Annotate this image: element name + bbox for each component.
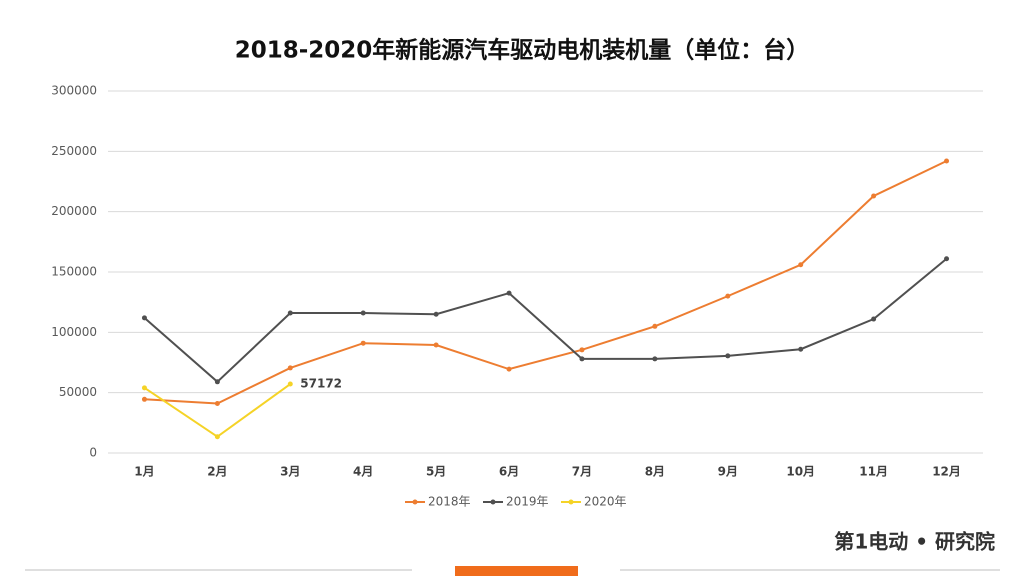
point [579,356,585,362]
point [141,385,147,391]
footer-bar [455,566,578,576]
point [287,310,293,316]
legend-marker [490,499,496,505]
point [287,365,293,371]
x-tick-label: 4月 [353,465,373,479]
x-tick-label: 8月 [645,465,665,479]
x-tick-label: 2月 [207,465,227,479]
point [214,401,220,407]
y-tick-label: 100000 [51,325,97,339]
line [143,383,291,438]
point [871,316,877,322]
y-tick-label: 300000 [51,84,97,98]
x-tick-label: 7月 [572,465,592,479]
point [725,293,731,299]
value-label: 57172 [300,377,342,391]
point [579,347,585,353]
x-tick-label: 5月 [426,465,446,479]
y-tick-label: 50000 [59,385,97,399]
point [360,340,366,346]
point [141,396,147,402]
point [652,356,658,362]
y-tick-label: 250000 [51,144,97,158]
point [360,310,366,316]
legend-marker [412,499,418,505]
point [944,158,950,164]
x-tick-label: 12月 [932,465,961,479]
point [798,346,804,352]
x-tick-label: 6月 [499,465,519,479]
line [143,257,948,384]
point [506,290,512,296]
point [798,262,804,268]
legend-label: 2019年 [506,495,549,509]
point [287,381,293,387]
point [725,353,731,359]
x-tick-label: 11月 [859,465,888,479]
x-tick-label: 1月 [134,465,154,479]
y-tick-label: 200000 [51,204,97,218]
line [144,160,947,405]
point [214,379,220,385]
legend-label: 2020年 [584,495,627,509]
point [944,256,950,262]
y-tick-label: 0 [89,446,97,460]
point [433,342,439,348]
brand: 第1电动 • 研究院 [834,530,995,554]
point [506,366,512,372]
y-tick-label: 150000 [51,265,97,279]
x-tick-label: 10月 [786,465,815,479]
point [652,323,658,329]
point [871,193,877,199]
point [141,315,147,321]
x-tick-label: 3月 [280,465,300,479]
point [214,434,220,440]
point [433,311,439,317]
chart-title: 2018-2020年新能源汽车驱动电机装机量（单位：台） [235,37,810,64]
legend-marker [568,499,574,505]
x-tick-label: 9月 [718,465,738,479]
legend-label: 2018年 [428,495,471,509]
